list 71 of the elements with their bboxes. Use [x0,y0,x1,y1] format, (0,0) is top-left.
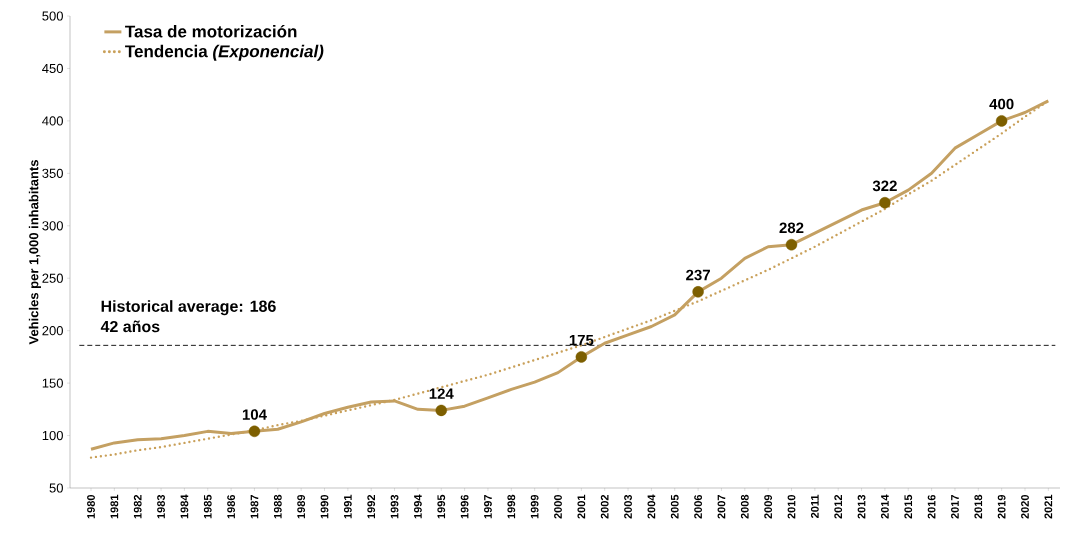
x-tick-label: 2006 [694,494,702,519]
data-label: 237 [686,269,710,281]
x-tick-label: 2016 [927,494,936,519]
x-tick-label: 2011 [810,494,819,519]
x-tick-label: 2007 [717,495,726,519]
x-tick-label: 1994 [414,494,422,519]
x-tick-label: 2015 [904,494,913,519]
y-tick-label: 500 [42,11,63,21]
x-tick-label: 2004 [647,494,656,519]
data-label: 322 [872,180,897,192]
x-tick-label: 1980 [87,494,95,519]
x-tick-label: 2013 [857,494,866,519]
x-tick-label: 2012 [834,494,843,519]
x-tick-label: 2014 [880,494,889,519]
x-tick-label: 1981 [110,494,119,519]
data-label: 400 [989,98,1014,110]
y-tick-label: 250 [42,273,63,283]
annotation: 42 años [100,320,160,333]
x-tick-label: 2017 [951,495,959,519]
x-tick-label: 2020 [1021,494,1029,519]
ref-line-label: Historical average: 186 [101,300,276,316]
x-tick-label: 1992 [367,494,376,519]
point [995,115,1008,127]
x-tick-label: 1988 [273,494,282,519]
y-tick-label: 300 [42,221,63,231]
x-tick-label: 2018 [974,494,983,519]
data-label: 104 [242,409,267,420]
point [575,351,588,363]
x-tick-label: 1993 [390,494,399,519]
x-tick-label: 1986 [227,494,236,519]
x-tick-label: 2000 [554,494,562,519]
x-tick-label: 1996 [460,494,469,519]
legend-label: Tasa de motorización [125,24,297,38]
y-tick-label: 100 [42,430,63,441]
y-tick-label: 450 [42,63,63,74]
y-tick-label: 350 [42,168,63,178]
data-label: 124 [429,388,454,399]
x-tick-label: 2010 [787,494,796,519]
x-tick-label: 2021 [1044,494,1053,519]
x-tick-label: 1984 [180,494,189,519]
x-tick-label: 2008 [740,494,749,519]
y-axis-title: Vehicles per 1,000 inhabitants [28,160,41,345]
x-tick-label: 1998 [507,494,516,519]
point [435,404,447,417]
x-tick-label: 1982 [133,494,142,519]
point [692,286,704,298]
point [785,238,798,251]
point [879,197,891,209]
x-tick-label: 1995 [437,494,446,519]
data-label: 175 [569,334,594,346]
x-tick-label: 2009 [764,494,773,519]
point [248,425,261,438]
y-tick-label: 150 [42,378,63,388]
y-tick-label: 200 [42,326,63,336]
x-tick-label: 2001 [577,494,586,519]
x-tick-label: 1990 [320,494,329,519]
x-tick-label: 2005 [670,494,679,519]
x-tick-label: 2002 [600,494,609,519]
x-tick-label: 2019 [997,494,1006,519]
x-tick-label: 1987 [250,495,259,519]
x-tick-label: 1997 [484,495,492,519]
x-tick-label: 1991 [343,494,352,519]
x-tick-label: 1985 [203,494,212,519]
legend-label: Tendencia (Exponencial) [125,44,324,61]
x-tick-label: 1983 [157,494,165,519]
y-tick-label: 50 [49,483,63,493]
x-tick-label: 1989 [297,494,306,519]
x-tick-label: 2003 [624,494,632,519]
data-label: 282 [779,222,804,234]
y-tick-label: 400 [42,116,63,126]
x-tick-label: 1999 [530,494,539,519]
